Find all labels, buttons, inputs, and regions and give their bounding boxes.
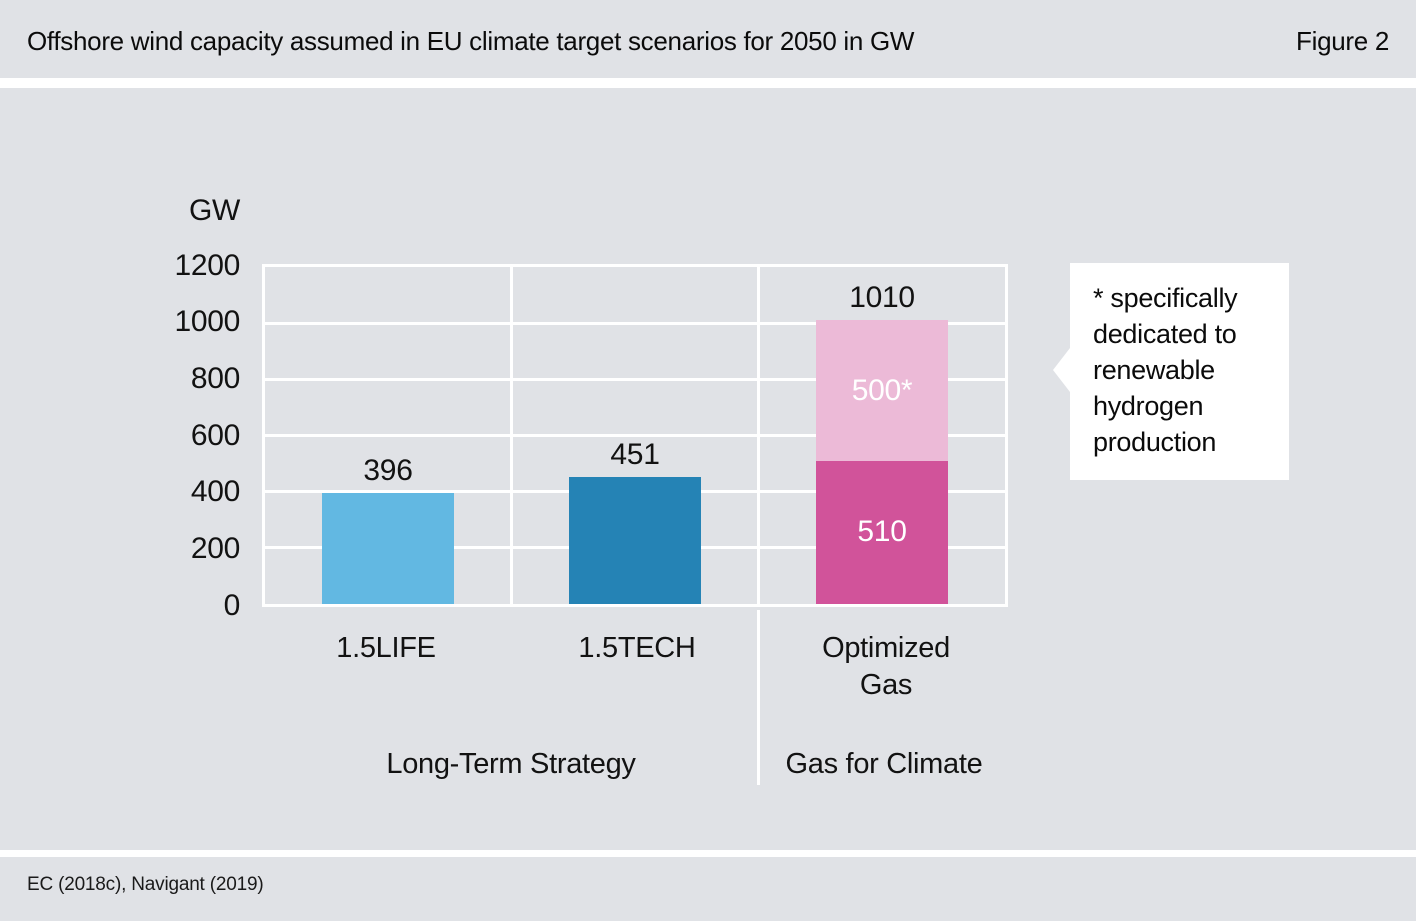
bar-value-label: 1010: [849, 281, 915, 315]
page-title: Offshore wind capacity assumed in EU cli…: [27, 26, 915, 56]
y-tick-label: 200: [190, 531, 240, 565]
bar-value-label: 396: [363, 453, 413, 487]
bar-optimized-gas: 1010 500* 510: [816, 281, 948, 604]
chart-area: GW 0 200 400 600 800 1000 1200 396 451 1010 50…: [0, 88, 1416, 850]
group-label-long-term-strategy: Long-Term Strategy: [386, 748, 636, 780]
annotation-text: * specifically dedicated to renewable hy…: [1093, 283, 1238, 457]
x-category-label: 1.5TECH: [578, 632, 696, 664]
bar-segment: [569, 477, 701, 604]
horizontal-gridline: [265, 321, 1005, 325]
y-tick-label: 1200: [174, 248, 240, 282]
horizontal-gridline: [265, 434, 1005, 437]
horizontal-gridline: [265, 377, 1005, 381]
y-tick-label: 600: [190, 418, 240, 452]
figure-footer: EC (2018c), Navigant (2019): [0, 857, 1416, 921]
plot-area: 396 451 1010 500* 510: [262, 264, 1008, 607]
y-axis-title: GW: [188, 194, 240, 227]
bar-segment-base: 510: [816, 460, 948, 604]
y-tick-label: 800: [190, 361, 240, 395]
group-divider-line: [757, 610, 760, 785]
figure-number-label: Figure 2: [1296, 26, 1389, 56]
footer-divider: [0, 850, 1416, 857]
bar-segment-hydrogen: 500*: [816, 320, 948, 461]
segment-value-label: 500*: [851, 373, 913, 407]
group-label-gas-for-climate: Gas for Climate: [785, 748, 983, 780]
header-divider: [0, 78, 1416, 88]
callout-arrow-left-icon: [1053, 348, 1070, 392]
bar-segment: [322, 492, 454, 604]
figure-header: Offshore wind capacity assumed in EU cli…: [0, 0, 1416, 78]
y-tick-label: 1000: [174, 305, 240, 339]
y-tick-label: 0: [223, 588, 241, 622]
y-axis-ticks: 0 200 400 600 800 1000 1200: [100, 250, 240, 620]
x-category-label: Optimized Gas: [822, 632, 950, 701]
bar-value-label: 451: [610, 438, 660, 472]
source-citation: EC (2018c), Navigant (2019): [27, 874, 264, 895]
annotation-callout: * specifically dedicated to renewable hy…: [1053, 263, 1289, 480]
bar-1.5tech: 451: [569, 438, 701, 604]
y-tick-label: 400: [190, 475, 240, 509]
x-category-label: 1.5LIFE: [336, 632, 436, 664]
segment-value-label: 510: [857, 515, 907, 549]
bar-1.5life: 396: [322, 454, 454, 604]
